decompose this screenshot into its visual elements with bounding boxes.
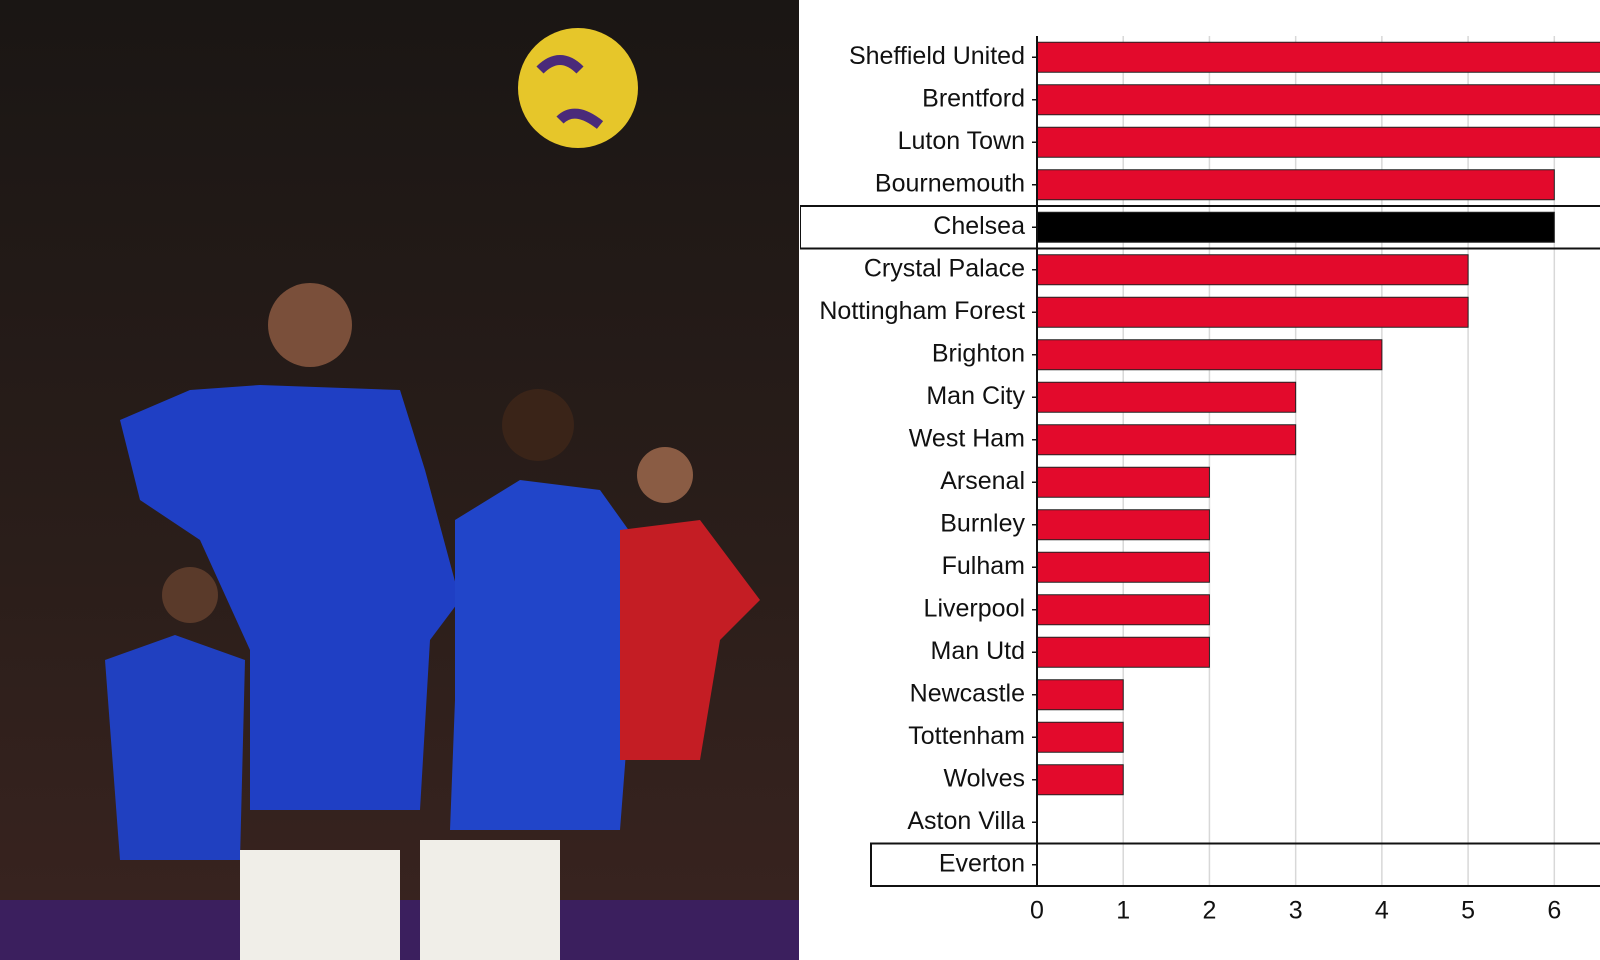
y-tick-label: Brentford [922,84,1025,112]
y-tick-label: Wolves [943,764,1025,792]
y-tick-label: Chelsea [933,212,1025,240]
y-tick-label: Liverpool [924,594,1025,622]
bar [1036,764,1124,796]
bar [1036,381,1297,413]
y-tick-label: Fulham [942,552,1025,580]
bar [1036,296,1469,328]
y-tick-label: Man City [926,382,1025,410]
bar [1036,679,1124,711]
bar [1036,169,1555,201]
y-tick-label: Everton [939,849,1025,877]
x-tick-label: 5 [1461,897,1475,925]
bar [1036,721,1124,753]
bar [1036,509,1210,541]
x-tick-label: 2 [1202,897,1216,925]
y-tick-label: Bournemouth [875,169,1025,197]
photo [0,0,800,960]
bar [1036,466,1210,498]
y-tick-label: Newcastle [910,679,1025,707]
bar [1036,84,1600,116]
bar [1036,41,1600,73]
y-tick-label: Crystal Palace [864,254,1025,282]
y-tick-label: Burnley [940,509,1025,537]
highlight-box [800,205,1600,250]
y-tick-label: Tottenham [908,722,1025,750]
x-tick-label: 1 [1116,897,1130,925]
y-tick-label: Brighton [932,339,1025,367]
chart: 0 1 2 3 4 5 6 Sheffield United Brentford Luton To… [800,36,1600,925]
y-tick-label: Nottingham Forest [819,297,1025,325]
y-tick-label: Aston Villa [907,807,1025,835]
y-tick-label: Arsenal [940,467,1025,495]
highlight-box [870,842,1600,887]
y-tick-label: Luton Town [898,127,1025,155]
y-tick-label: West Ham [909,424,1025,452]
x-tick-label: 3 [1289,897,1303,925]
y-tick-label: Man Utd [931,637,1025,665]
bar [1036,254,1469,286]
x-tick-label: 6 [1547,897,1561,925]
y-tick-label: Sheffield United [849,42,1025,70]
bar [1036,339,1383,371]
bar [1036,636,1210,668]
bar [1036,211,1555,243]
bar [1036,551,1210,583]
bar [1036,126,1600,158]
x-tick-label: 0 [1030,897,1044,925]
bar [1036,424,1297,456]
x-tick-label: 4 [1375,897,1389,925]
bar [1036,594,1210,626]
